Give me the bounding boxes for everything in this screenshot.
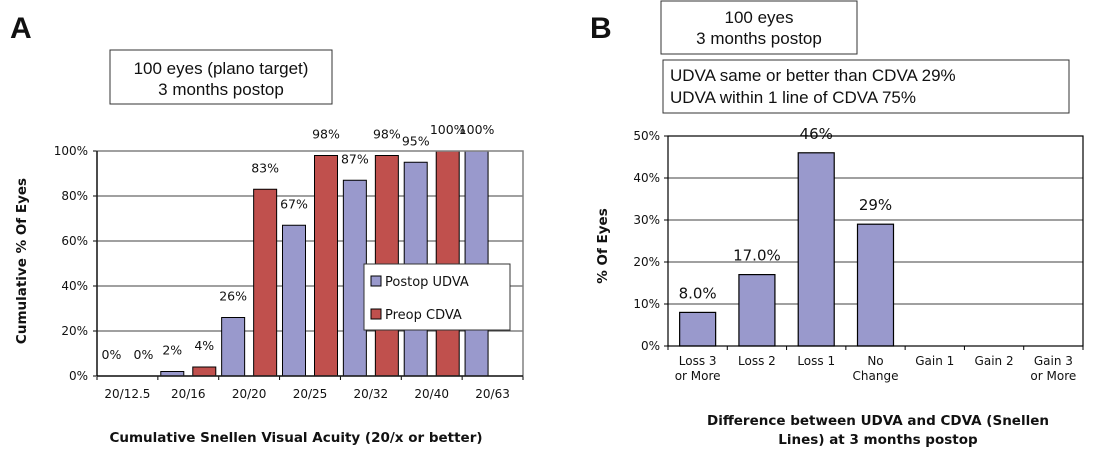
panel-a-data-label: 100% [430,122,466,137]
panel-a-y-axis-title: Cumulative % Of Eyes [14,178,30,344]
panel-a-data-label: 87% [341,151,369,166]
panel-b-chart: 0% 10% 20% 30% 40% 50% 8.0% 17.0% 46% 29% Loss 3 or… [595,125,1084,448]
panel-a-data-label: 4% [194,338,214,353]
panel-b-bar [679,311,717,347]
panel-a-y-tick-label: 20% [61,324,88,338]
panel-b-data-label: 17.0% [733,247,781,265]
panel-b-x-tick-label: No Change [853,354,899,383]
panel-b-x-tick-label: Gain 1 [915,354,954,368]
panel-b-bar [797,152,835,347]
panel-a-chart: 0%20%40%60%80%100%0% 2%26%67%87%95%100%0%… [14,122,524,446]
panel-a-x-tick-label: 20/20 [232,387,267,401]
panel-a-x-tick-label: 20/63 [475,387,510,401]
panel-b-x-axis-title-line-1: Difference between UDVA and CDVA (Snelle… [707,413,1049,429]
panel-a-bar [253,188,278,377]
panel-b-y-tick-label: 40% [633,171,660,185]
panel-a-data-label: 0% [102,347,122,362]
panel-a-bar [282,224,306,377]
panel-b-y-tick-label: 50% [633,129,660,143]
panel-a-legend-swatch [370,308,382,320]
panel-a-data-label: 0% [134,347,154,362]
panel-b-y-tick-label: 10% [633,297,660,311]
panel-b-x-axis-title-line-2: Lines) at 3 months postop [778,432,978,448]
panel-a-data-label: 100% [459,122,495,137]
panel-b-x-tick-label: Loss 2 [738,354,776,368]
panel-a-data-label: 83% [251,160,279,175]
panel-a-bar [221,317,246,377]
panel-a-data-label: 26% [219,289,247,304]
panel-b-data-label: 46% [800,125,833,143]
panel-a-y-tick-label: 100% [54,144,88,158]
panel-a-x-tick-label: 20/40 [414,387,449,401]
panel-b-info-line-1: 100 eyes [725,8,794,27]
panel-a-y-tick-label: 80% [61,189,88,203]
panel-a-y-tick-label: 60% [61,234,88,248]
panel-b-x-tick-label: Loss 1 [797,354,835,368]
panel-a-data-label: 98% [312,127,340,142]
panel-a-bar [342,179,367,377]
panel-a-y-tick-label: 40% [61,279,88,293]
panel-b-x-tick-label: Gain 2 [975,354,1014,368]
panel-a-bar [314,155,338,377]
panel-b-data-label: 8.0% [679,284,717,302]
panel-a-legend-swatch [370,275,382,287]
panel-b-stats-box [662,59,1070,114]
panel-b-y-tick-label: 30% [633,213,660,227]
panel-b-label: B [590,12,612,45]
panel-b-bar [738,274,776,347]
panel-a-y-tick-label: 0% [69,369,88,383]
panel-a-info-line-2: 3 months postop [158,80,284,99]
panel-b-x-tick-label: Loss 3 or More [675,354,721,383]
panel-b-bar [856,223,895,347]
panel-b-plot-border [667,135,1084,347]
panel-a-x-tick-label: 20/25 [293,387,328,401]
panel-a-label: A [10,12,32,45]
panel-b-stats-line-1: UDVA same or better than CDVA 29% [670,66,956,85]
panel-b-y-tick-label: 0% [641,339,660,353]
panel-b-info-line-2: 3 months postop [696,29,822,48]
panel-b-info-box [660,0,858,55]
panel-b-stats-line-2: UDVA within 1 line of CDVA 75% [670,88,916,107]
panel-a-x-tick-label: 20/12.5 [104,387,150,401]
panel-a-x-axis-title: Cumulative Snellen Visual Acuity (20/x o… [109,430,482,446]
panel-a-x-tick-label: 20/16 [171,387,206,401]
panel-a-data-label: 95% [402,133,430,148]
panel-b-data-label: 29% [859,196,892,214]
panel-a-legend [363,263,511,331]
panel-a-data-label: 2% [162,343,182,358]
panel-b-y-axis-title: % Of Eyes [595,208,611,284]
panel-a-data-label: 98% [373,127,401,142]
panel-a-info-box [109,49,333,105]
panel-a-data-label: 67% [280,196,308,211]
panel-a-x-tick-label: 20/32 [354,387,389,401]
panel-a-info-line-1: 100 eyes (plano target) [134,59,309,78]
panel-a-bar [192,366,217,377]
panel-b-x-tick-label: Gain 3 or More [1030,354,1076,383]
panel-a-legend-label: Preop CDVA [385,308,462,323]
panel-b-y-tick-label: 20% [633,255,660,269]
panel-a-legend-label: Postop UDVA [385,275,469,290]
